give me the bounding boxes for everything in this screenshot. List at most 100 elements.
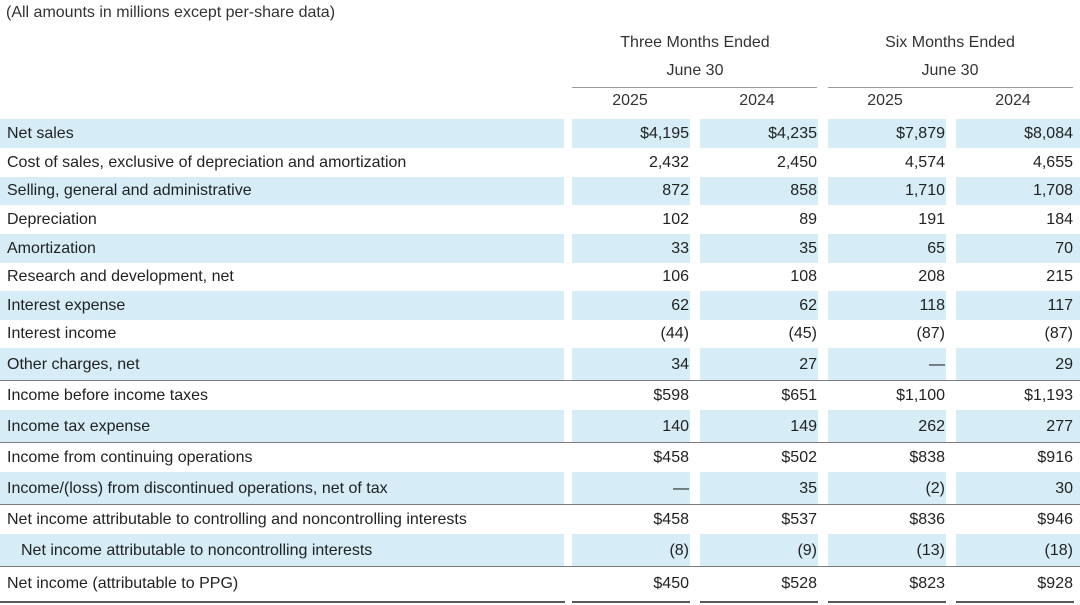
row-value: $4,195 — [640, 125, 689, 142]
row-value: 4,574 — [904, 154, 945, 171]
row-value: (44) — [660, 325, 689, 342]
row-value: 34 — [671, 356, 689, 373]
row-value: (18) — [1044, 542, 1073, 559]
row-value: 149 — [790, 418, 817, 435]
row-label: Net sales — [7, 125, 74, 142]
bottom-rule-col3 — [828, 601, 946, 603]
column-gap — [690, 348, 700, 381]
column-gap — [818, 177, 828, 205]
row-value: 277 — [1046, 418, 1073, 435]
row-shading — [0, 177, 1080, 205]
row-value: 215 — [1046, 268, 1073, 285]
row-label: Net income attributable to controlling a… — [7, 511, 467, 528]
row-value: 33 — [671, 240, 689, 257]
column-gap — [818, 534, 828, 567]
table-row: Amortization 33 35 65 70 — [0, 234, 1080, 263]
column-gap — [946, 119, 956, 148]
row-value: $450 — [653, 575, 689, 592]
row-value: 117 — [1047, 297, 1073, 314]
six-months-header-rule — [828, 87, 1073, 88]
row-label: Net income attributable to noncontrollin… — [21, 542, 373, 559]
row-label: Amortization — [7, 240, 96, 257]
year-header-2: 2024 — [739, 92, 775, 109]
table-row: Net income (attributable to PPG) $450 $528… — [0, 566, 1080, 601]
row-value: $502 — [781, 449, 817, 466]
table-row: Research and development, net 106 108 208 21… — [0, 263, 1080, 291]
row-value: 35 — [799, 240, 817, 257]
row-rule — [0, 504, 1080, 505]
row-value: (2) — [925, 480, 945, 497]
column-gap — [690, 177, 700, 205]
column-gap — [818, 119, 828, 148]
row-value: (87) — [1044, 325, 1073, 342]
six-months-header: Six Months Ended — [885, 34, 1015, 51]
column-gap — [818, 472, 828, 505]
row-value: $1,193 — [1024, 387, 1073, 404]
bottom-rule-left — [0, 601, 565, 603]
row-value: 29 — [1055, 356, 1073, 373]
row-value: 1,708 — [1032, 182, 1073, 199]
year-header-3: 2025 — [867, 92, 903, 109]
row-value: $651 — [781, 387, 817, 404]
row-shading — [0, 119, 1080, 148]
row-label: Interest expense — [7, 297, 126, 314]
table-row: Income tax expense 140 149 262 277 — [0, 410, 1080, 443]
row-shading — [0, 234, 1080, 263]
table-row: Net sales $4,195 $4,235 $7,879 $8,084 — [0, 119, 1080, 148]
column-gap — [564, 348, 572, 381]
row-value: (8) — [669, 542, 689, 559]
table-row: Other charges, net 34 27 — 29 — [0, 348, 1080, 381]
column-gap — [690, 234, 700, 263]
row-rule — [0, 566, 1080, 567]
column-gap — [564, 177, 572, 205]
row-label: Income before income taxes — [7, 387, 208, 404]
row-value: $458 — [653, 511, 689, 528]
row-value: $8,084 — [1024, 125, 1073, 142]
row-value: 2,432 — [648, 154, 689, 171]
row-rule — [0, 380, 1080, 381]
table-row: Cost of sales, exclusive of depreciation… — [0, 148, 1080, 177]
row-value: 208 — [918, 268, 945, 285]
row-value: (9) — [797, 542, 817, 559]
row-value: $1,100 — [896, 387, 945, 404]
table-row: Income before income taxes $598 $651 $1,100… — [0, 380, 1080, 410]
row-value: (13) — [916, 542, 945, 559]
row-value: 872 — [662, 182, 689, 199]
column-gap — [946, 234, 956, 263]
bottom-rule-col4 — [956, 601, 1074, 603]
row-value: 191 — [918, 211, 945, 228]
row-value: $916 — [1037, 449, 1073, 466]
row-value: — — [673, 480, 689, 497]
three-months-subheader: June 30 — [666, 62, 724, 79]
column-gap — [946, 472, 956, 505]
row-value: $598 — [653, 387, 689, 404]
row-value: (45) — [788, 325, 817, 342]
row-shading — [0, 410, 1080, 443]
row-value: 140 — [662, 418, 689, 435]
row-value: 62 — [671, 297, 689, 314]
row-value: $458 — [653, 449, 689, 466]
column-gap — [564, 119, 572, 148]
row-value: $928 — [1037, 575, 1073, 592]
row-value: $946 — [1037, 511, 1073, 528]
bottom-rule-col1 — [572, 601, 690, 603]
table-row: Interest income (44) (45) (87) (87) — [0, 320, 1080, 348]
row-value: 2,450 — [776, 154, 817, 171]
row-label: Income/(loss) from discontinued operatio… — [7, 480, 388, 497]
row-label: Interest income — [7, 325, 117, 342]
row-value: $838 — [909, 449, 945, 466]
row-label: Cost of sales, exclusive of depreciation… — [7, 154, 407, 171]
three-months-header-rule — [572, 87, 817, 88]
column-gap — [564, 472, 572, 505]
row-value: 262 — [918, 418, 945, 435]
column-gap — [690, 119, 700, 148]
row-label: Net income (attributable to PPG) — [7, 575, 239, 592]
column-gap — [946, 410, 956, 443]
row-value: 89 — [799, 211, 817, 228]
row-shading — [0, 534, 1080, 567]
table-note: (All amounts in millions except per-shar… — [6, 4, 336, 21]
table-row: Income/(loss) from discontinued operatio… — [0, 472, 1080, 505]
column-gap — [564, 291, 572, 320]
column-gap — [946, 177, 956, 205]
column-gap — [818, 234, 828, 263]
